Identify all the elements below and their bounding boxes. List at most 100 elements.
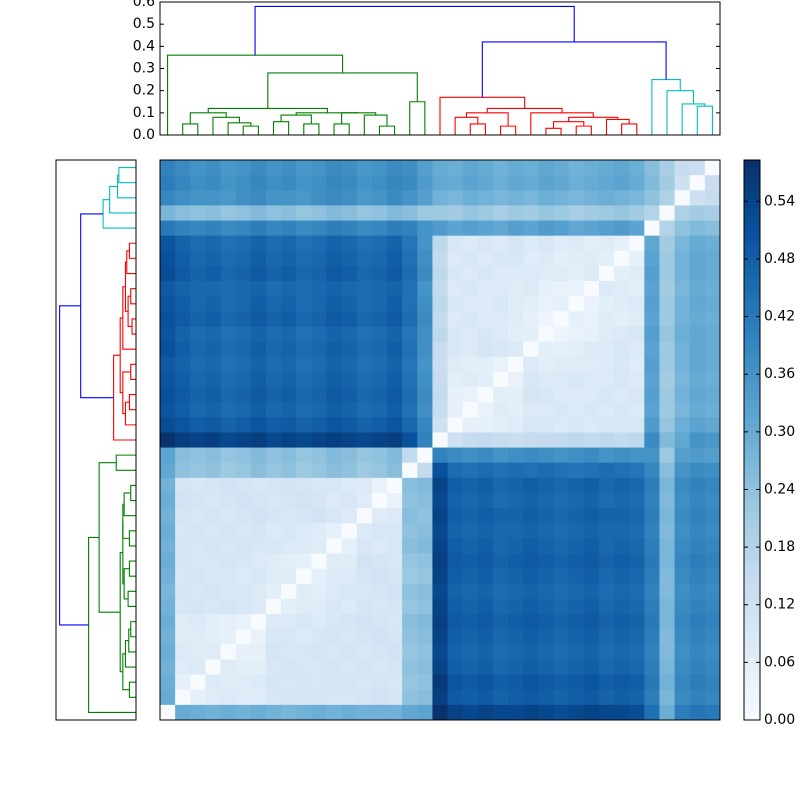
- heatmap-cell: [387, 508, 403, 524]
- heatmap-cell: [568, 598, 585, 615]
- heatmap-cell: [629, 644, 645, 660]
- heatmap-cell: [432, 250, 448, 267]
- heatmap-cell: [704, 538, 721, 554]
- top-dendrogram-link: [499, 125, 517, 135]
- heatmap-cell: [477, 538, 494, 554]
- heatmap-cell: [644, 175, 660, 191]
- heatmap-cell: [583, 250, 600, 267]
- heatmap-cell: [356, 674, 373, 691]
- heatmap-cell: [341, 523, 358, 539]
- heatmap-cell: [281, 704, 297, 721]
- left-dendrogram-link: [128, 560, 136, 577]
- heatmap-cell: [175, 538, 191, 554]
- heatmap-cell: [523, 447, 539, 464]
- heatmap-cell: [311, 265, 327, 282]
- heatmap-cell: [492, 235, 509, 252]
- heatmap-cell: [447, 477, 464, 494]
- heatmap-cell: [447, 387, 464, 403]
- heatmap-cell: [704, 704, 721, 721]
- top-dendrogram-link: [454, 116, 479, 135]
- heatmap-cell: [644, 296, 660, 312]
- heatmap-cell: [583, 402, 600, 418]
- heatmap-cell: [704, 296, 721, 312]
- heatmap-cell: [175, 160, 191, 176]
- heatmap-cell: [568, 402, 585, 418]
- heatmap-cell: [432, 265, 448, 282]
- heatmap-cell: [220, 674, 237, 691]
- heatmap-cell: [371, 326, 388, 343]
- heatmap-cell: [402, 644, 418, 660]
- heatmap-cell: [629, 371, 645, 388]
- heatmap-cell: [462, 492, 479, 509]
- left-dendrogram-link: [122, 653, 130, 691]
- heatmap-cell: [553, 508, 570, 524]
- heatmap-cell: [659, 205, 675, 221]
- heatmap-cell: [614, 689, 630, 706]
- heatmap-cell: [614, 659, 630, 675]
- heatmap-cell: [447, 508, 464, 524]
- heatmap-cell: [356, 356, 373, 373]
- heatmap-cell: [614, 492, 630, 509]
- heatmap-cell: [205, 583, 221, 600]
- heatmap-cell: [674, 402, 691, 418]
- heatmap-cell: [583, 265, 600, 282]
- heatmap-cell: [523, 508, 539, 524]
- heatmap-cell: [583, 462, 600, 479]
- heatmap-cell: [614, 326, 630, 343]
- left-dendrogram-link: [123, 492, 136, 517]
- heatmap-cell: [371, 296, 388, 312]
- heatmap-cell: [296, 538, 312, 554]
- heatmap-cell: [190, 689, 206, 706]
- heatmap-cell: [220, 265, 237, 282]
- heatmap-cell: [220, 704, 237, 721]
- heatmap-cell: [614, 508, 630, 524]
- heatmap-cell: [326, 175, 343, 191]
- heatmap-cell: [387, 296, 403, 312]
- heatmap-cell: [659, 250, 675, 267]
- heatmap-cell: [492, 447, 509, 464]
- heatmap-cell: [235, 402, 252, 418]
- heatmap-cell: [341, 190, 358, 206]
- heatmap-cell: [175, 175, 191, 191]
- heatmap-cell: [387, 356, 403, 373]
- heatmap-cell: [281, 644, 297, 660]
- heatmap-cell: [160, 356, 176, 373]
- heatmap-cell: [568, 523, 585, 539]
- heatmap-cell: [205, 341, 221, 358]
- heatmap-cell: [447, 296, 464, 312]
- heatmap-cell: [265, 644, 282, 660]
- heatmap-cell: [447, 281, 464, 297]
- heatmap-cell: [462, 341, 479, 358]
- heatmap-cell: [492, 356, 509, 373]
- heatmap-cell: [553, 689, 570, 706]
- heatmap-cell: [356, 311, 373, 327]
- heatmap-cell: [265, 477, 282, 494]
- heatmap-cell: [553, 402, 570, 418]
- heatmap-cell: [356, 387, 373, 403]
- heatmap-cell: [704, 356, 721, 373]
- heatmap-cell: [265, 492, 282, 509]
- heatmap-cell: [477, 568, 494, 585]
- heatmap-cell: [432, 447, 448, 464]
- heatmap-cell: [311, 220, 327, 237]
- heatmap-cell: [523, 568, 539, 585]
- heatmap-cell: [523, 674, 539, 691]
- heatmap-cell: [296, 674, 312, 691]
- heatmap-cell: [432, 689, 448, 706]
- heatmap-cell: [553, 371, 570, 388]
- heatmap-cell: [598, 644, 615, 660]
- heatmap-cell: [250, 523, 267, 539]
- heatmap-cell: [220, 175, 237, 191]
- heatmap-cell: [644, 205, 660, 221]
- heatmap-cell: [175, 250, 191, 267]
- heatmap-cell: [614, 160, 630, 176]
- heatmap-cell: [235, 387, 252, 403]
- heatmap-cell: [704, 568, 721, 585]
- heatmap-cell: [447, 674, 464, 691]
- heatmap-cell: [432, 508, 448, 524]
- heatmap-cell: [326, 583, 343, 600]
- heatmap-cell: [477, 205, 494, 221]
- heatmap-cell: [326, 311, 343, 327]
- heatmap-cell: [387, 659, 403, 675]
- heatmap-cell: [371, 190, 388, 206]
